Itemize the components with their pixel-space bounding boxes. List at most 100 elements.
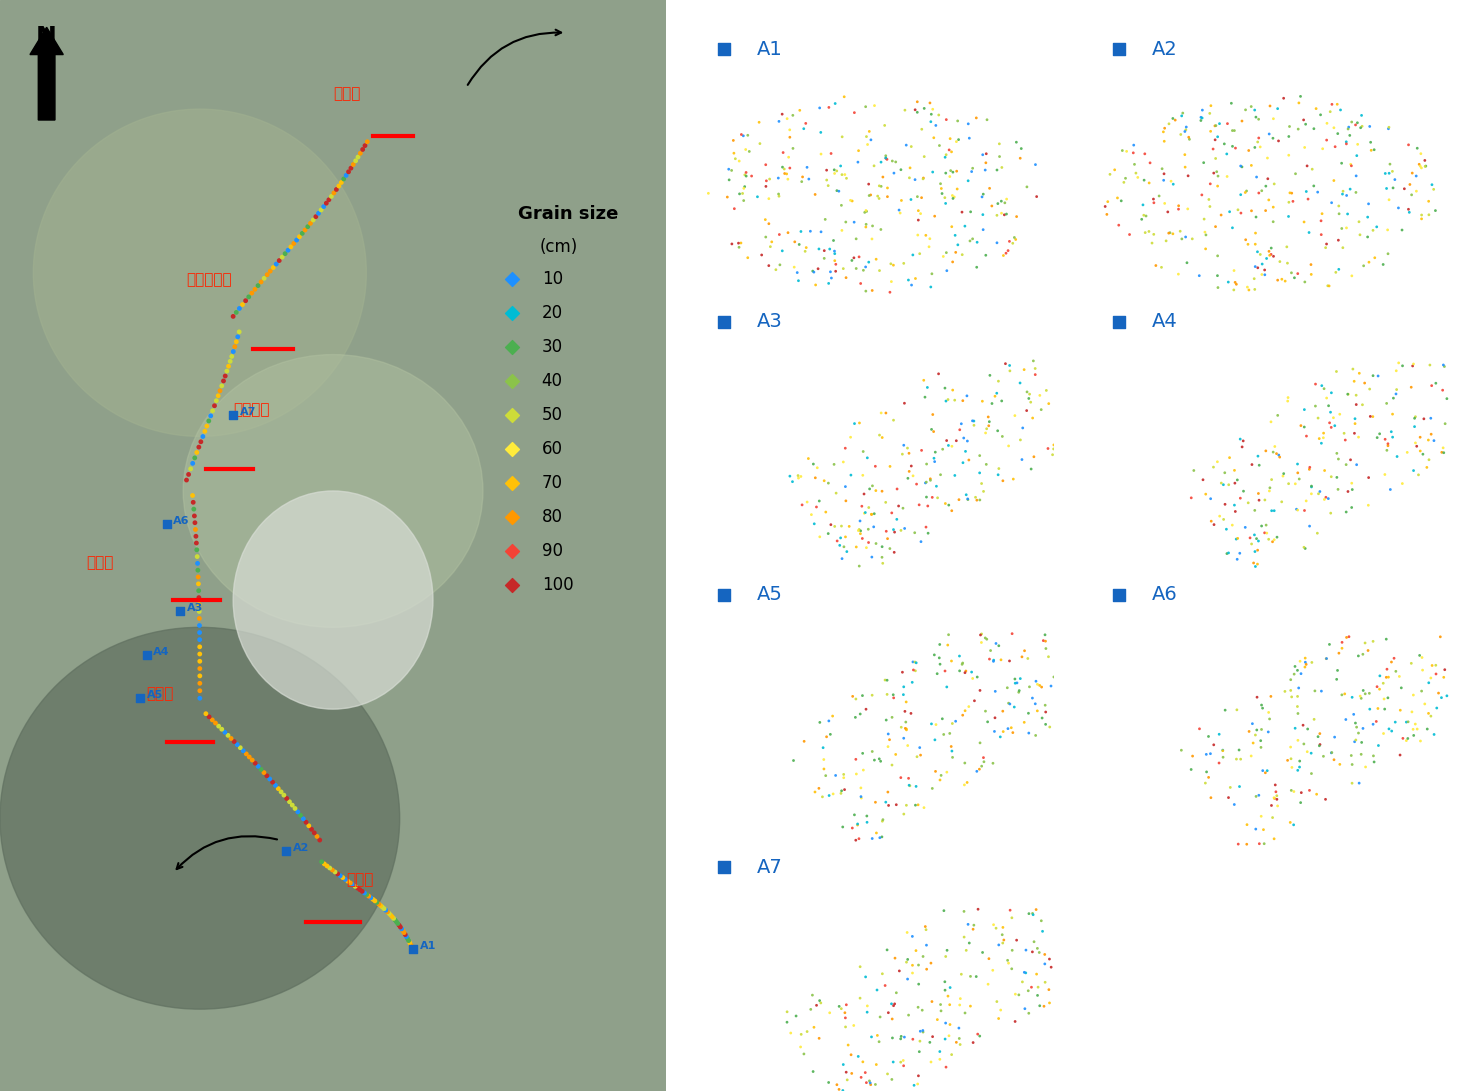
Point [935, 262, 959, 279]
Point [941, 164, 965, 181]
Point [389, 920, 413, 937]
Point [865, 1027, 889, 1044]
Point [1388, 746, 1411, 764]
Point [1310, 205, 1334, 223]
Point [918, 238, 941, 255]
Point [823, 165, 846, 182]
Ellipse shape [233, 491, 433, 709]
Point [892, 436, 915, 454]
Point [353, 136, 376, 154]
Point [1222, 795, 1246, 813]
Point [1337, 385, 1360, 403]
Point [748, 113, 772, 131]
Point [249, 273, 272, 290]
Point [1293, 273, 1316, 290]
Point [968, 1028, 991, 1045]
Point [903, 101, 927, 119]
Point [1353, 374, 1376, 392]
Point [1003, 670, 1026, 687]
Point [1029, 912, 1053, 930]
Point [1256, 762, 1280, 779]
Point [1038, 994, 1061, 1011]
Point [925, 489, 949, 506]
Point [367, 896, 391, 913]
Point [1032, 632, 1056, 649]
Point [1382, 649, 1405, 667]
Point [745, 188, 769, 205]
Point [928, 1043, 952, 1060]
Point [1331, 182, 1354, 200]
Point [231, 742, 255, 759]
Point [392, 924, 416, 942]
Point [1299, 458, 1322, 476]
Point [1383, 662, 1407, 680]
Point [906, 202, 930, 219]
Point [1003, 407, 1026, 424]
Point [990, 1002, 1013, 1019]
Point [941, 190, 965, 207]
Point [1420, 425, 1444, 443]
Point [906, 998, 930, 1016]
Point [1357, 253, 1381, 271]
Point [1159, 172, 1183, 190]
Point [1020, 979, 1044, 996]
Point [962, 417, 985, 434]
Point [1135, 207, 1158, 225]
Point [1262, 130, 1285, 147]
Point [921, 265, 944, 283]
Point [883, 949, 906, 967]
Point [1348, 687, 1372, 705]
Point [1351, 682, 1375, 699]
Point [1212, 135, 1236, 153]
Point [893, 101, 916, 119]
Point [817, 475, 840, 492]
Point [1429, 628, 1452, 646]
Point [786, 272, 810, 289]
Point [1294, 656, 1318, 673]
Point [892, 1057, 915, 1075]
Point [1287, 705, 1310, 722]
Point [1420, 176, 1444, 193]
Point [1026, 979, 1050, 996]
Point [1241, 554, 1265, 572]
Point [903, 524, 927, 541]
Point [265, 255, 288, 273]
Point [975, 145, 998, 163]
Point [1376, 437, 1400, 455]
Point [272, 787, 296, 804]
Point [795, 493, 818, 511]
Point [874, 976, 897, 994]
Point [779, 1024, 802, 1042]
Point [1326, 231, 1350, 249]
Point [940, 1046, 963, 1064]
Point [805, 996, 829, 1014]
Point [1312, 429, 1335, 446]
Point [1266, 132, 1290, 149]
Point [1261, 533, 1284, 551]
Point [356, 133, 379, 151]
Point [1132, 196, 1155, 214]
Point [813, 242, 836, 260]
Point [1152, 123, 1176, 141]
Point [733, 166, 757, 183]
Point [1168, 223, 1192, 240]
Point [1347, 647, 1370, 664]
Point [1244, 727, 1268, 744]
Point [195, 418, 218, 435]
Point [830, 196, 854, 214]
Point [1294, 654, 1318, 671]
Text: A2: A2 [293, 843, 309, 853]
Point [1007, 684, 1031, 702]
Point [956, 172, 979, 190]
Point [1224, 274, 1247, 291]
Point [1228, 751, 1252, 768]
Point [802, 515, 826, 532]
Point [849, 1069, 873, 1087]
Point [941, 748, 965, 766]
Point [966, 900, 990, 918]
Point [332, 170, 356, 188]
Point [919, 278, 943, 296]
Point [881, 686, 905, 704]
Point [1404, 434, 1427, 452]
Point [1398, 176, 1422, 193]
